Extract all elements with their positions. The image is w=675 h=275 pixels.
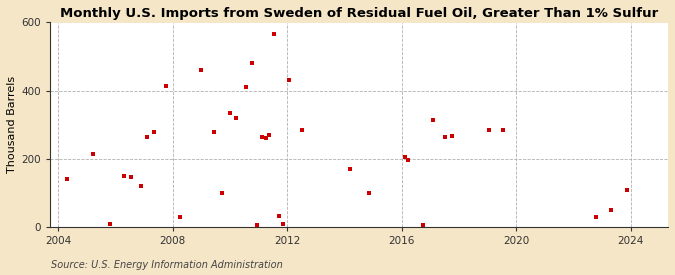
- Point: [142, 134, 153, 139]
- Point: [225, 111, 236, 115]
- Point: [591, 214, 602, 219]
- Point: [498, 128, 509, 132]
- Y-axis label: Thousand Barrels: Thousand Barrels: [7, 76, 17, 173]
- Point: [149, 129, 160, 134]
- Point: [105, 221, 115, 226]
- Point: [345, 167, 356, 171]
- Point: [621, 187, 632, 192]
- Point: [428, 117, 439, 122]
- Point: [439, 134, 450, 139]
- Point: [277, 222, 288, 227]
- Point: [263, 133, 274, 137]
- Point: [136, 184, 146, 188]
- Point: [160, 83, 171, 88]
- Point: [240, 85, 251, 89]
- Point: [261, 136, 271, 141]
- Point: [484, 128, 495, 132]
- Text: Source: U.S. Energy Information Administration: Source: U.S. Energy Information Administ…: [51, 260, 282, 270]
- Point: [447, 133, 458, 138]
- Title: Monthly U.S. Imports from Sweden of Residual Fuel Oil, Greater Than 1% Sulfur: Monthly U.S. Imports from Sweden of Resi…: [60, 7, 658, 20]
- Point: [196, 68, 207, 72]
- Point: [175, 214, 186, 219]
- Point: [216, 191, 227, 195]
- Point: [400, 155, 410, 159]
- Point: [605, 208, 616, 212]
- Point: [418, 223, 429, 227]
- Point: [269, 32, 280, 37]
- Point: [284, 78, 294, 83]
- Point: [256, 134, 267, 139]
- Point: [61, 177, 72, 182]
- Point: [119, 174, 130, 178]
- Point: [273, 214, 284, 218]
- Point: [364, 191, 375, 195]
- Point: [402, 157, 413, 162]
- Point: [246, 61, 257, 66]
- Point: [87, 152, 98, 156]
- Point: [296, 128, 307, 132]
- Point: [126, 174, 137, 179]
- Point: [230, 116, 241, 120]
- Point: [209, 129, 220, 134]
- Point: [252, 223, 263, 227]
